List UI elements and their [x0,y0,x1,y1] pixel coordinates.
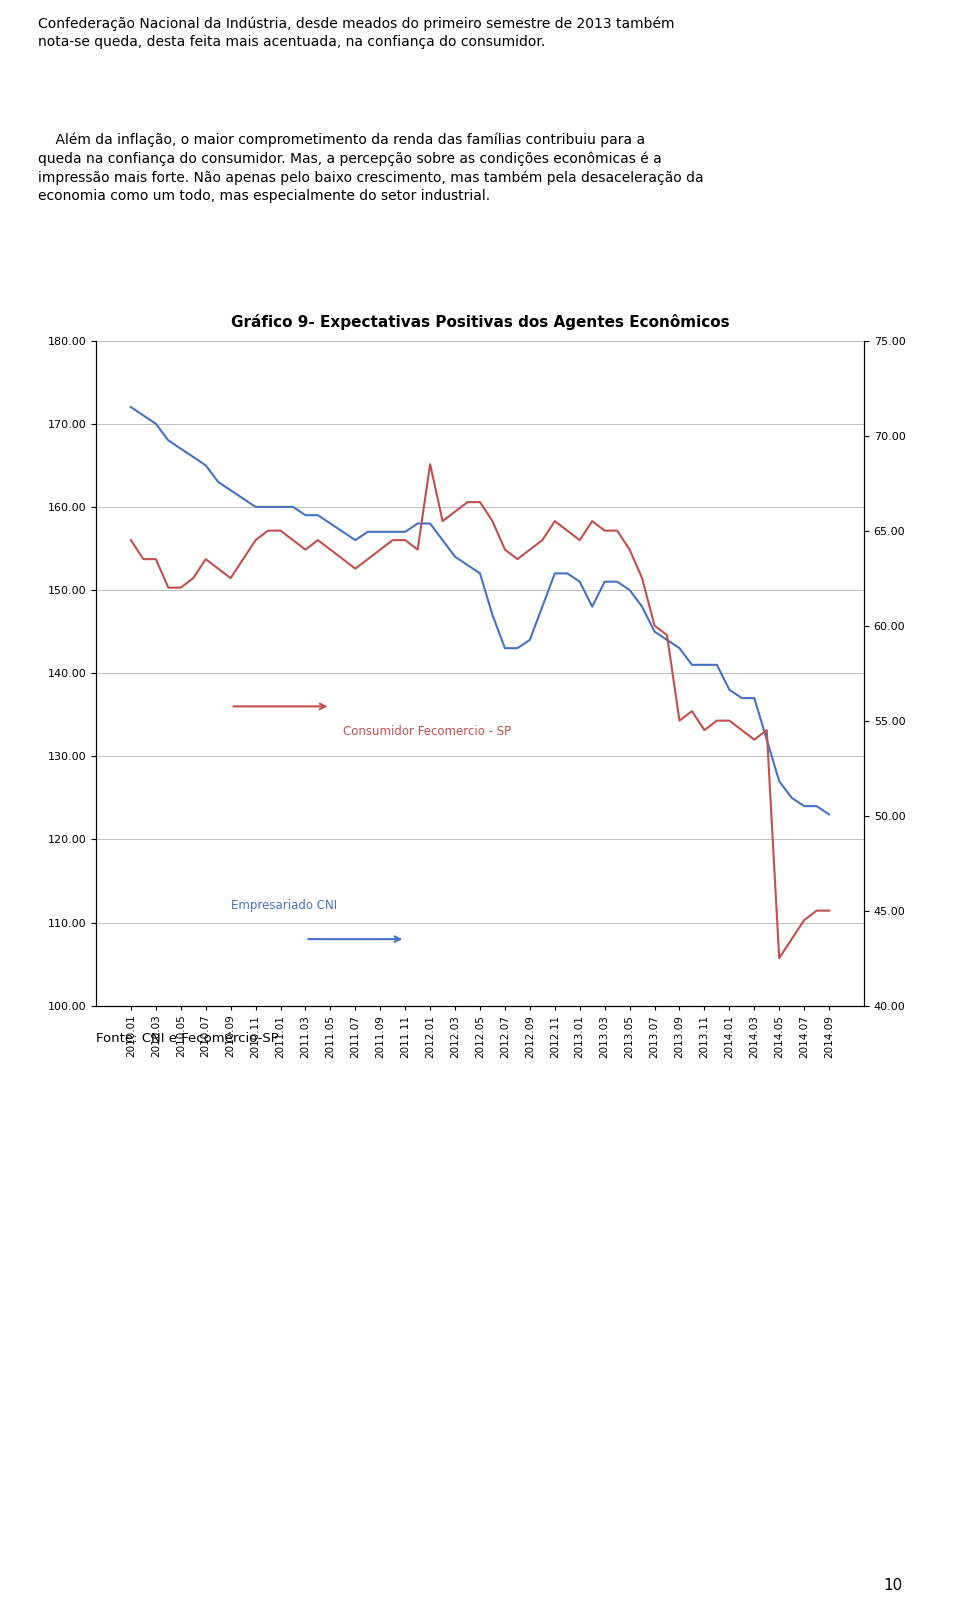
Text: Além da inflação, o maior comprometimento da renda das famílias contribuiu para : Além da inflação, o maior comprometiment… [38,131,704,203]
Text: Fonte: CNI e Fecomércio-SP: Fonte: CNI e Fecomércio-SP [96,1032,278,1045]
Text: Empresariado CNI: Empresariado CNI [230,899,337,913]
Text: Consumidor Fecomercio - SP: Consumidor Fecomercio - SP [343,725,511,738]
Text: Confederação Nacional da Indústria, desde meados do primeiro semestre de 2013 ta: Confederação Nacional da Indústria, desd… [38,16,675,49]
Title: Gráfico 9- Expectativas Positivas dos Agentes Econômicos: Gráfico 9- Expectativas Positivas dos Ag… [230,313,730,329]
Text: 10: 10 [883,1578,902,1593]
